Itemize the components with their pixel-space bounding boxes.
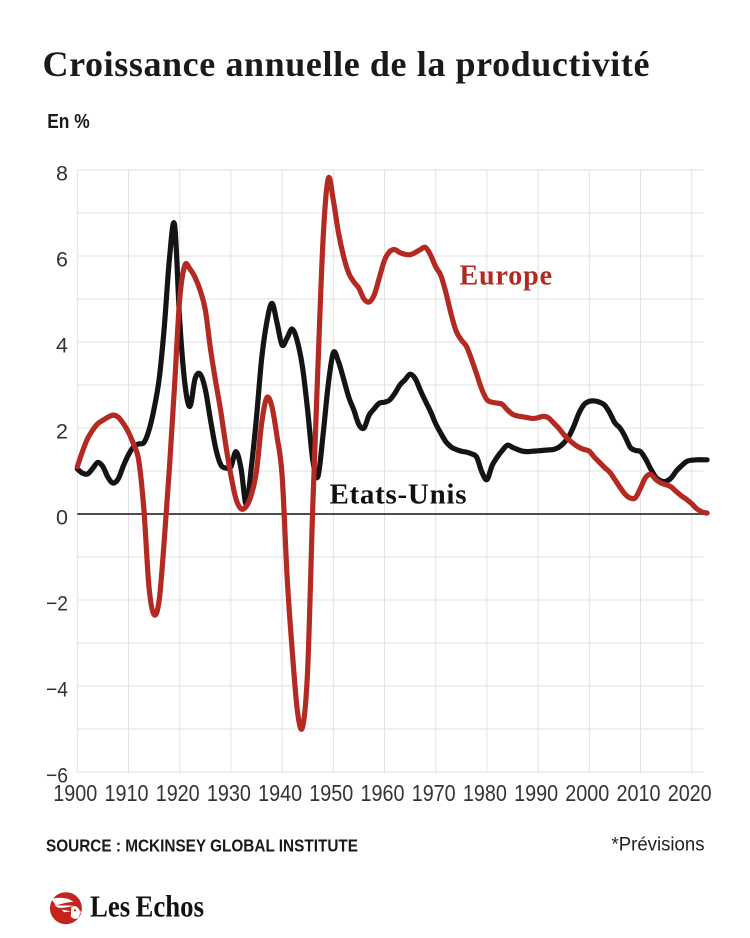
svg-text:−2: −2 bbox=[46, 591, 68, 615]
svg-text:4: 4 bbox=[56, 333, 68, 357]
svg-text:2000: 2000 bbox=[565, 780, 609, 806]
svg-text:1930: 1930 bbox=[207, 780, 251, 806]
svg-text:1990: 1990 bbox=[514, 780, 558, 806]
svg-text:1970: 1970 bbox=[412, 780, 456, 806]
svg-text:1920: 1920 bbox=[156, 780, 200, 806]
svg-text:SOURCE : MCKINSEY GLOBAL INSTI: SOURCE : MCKINSEY GLOBAL INSTITUTE bbox=[46, 836, 358, 856]
svg-text:0: 0 bbox=[56, 505, 68, 529]
svg-text:1950: 1950 bbox=[309, 780, 353, 806]
svg-text:Croissance annuelle de la prod: Croissance annuelle de la productivité bbox=[43, 44, 650, 84]
svg-text:1960: 1960 bbox=[361, 780, 405, 806]
svg-text:−6: −6 bbox=[46, 763, 68, 787]
svg-text:1910: 1910 bbox=[105, 780, 149, 806]
svg-text:1940: 1940 bbox=[258, 780, 302, 806]
svg-text:Les Echos: Les Echos bbox=[90, 889, 204, 924]
svg-text:Europe: Europe bbox=[460, 261, 553, 292]
svg-text:8: 8 bbox=[56, 161, 68, 185]
svg-text:En %: En % bbox=[47, 111, 90, 133]
svg-text:1900: 1900 bbox=[53, 780, 97, 806]
svg-text:2020: 2020 bbox=[668, 780, 712, 806]
svg-text:*Prévisions: *Prévisions bbox=[612, 834, 705, 856]
svg-text:Etats-Unis: Etats-Unis bbox=[330, 479, 467, 511]
svg-text:1980: 1980 bbox=[463, 780, 507, 806]
svg-text:2010: 2010 bbox=[617, 780, 661, 806]
svg-text:2: 2 bbox=[56, 419, 68, 443]
svg-text:6: 6 bbox=[56, 247, 68, 271]
svg-text:−4: −4 bbox=[46, 677, 68, 701]
